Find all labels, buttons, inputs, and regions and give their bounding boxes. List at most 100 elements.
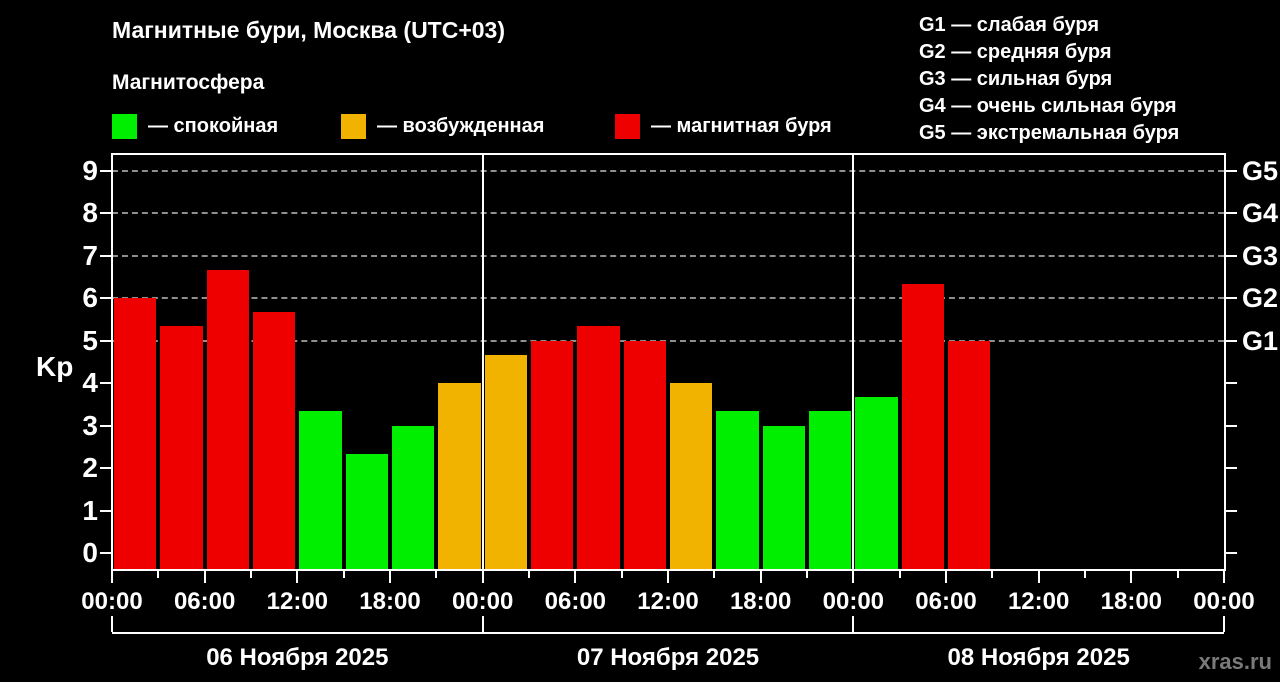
x-axis-tick [111,570,113,583]
x-axis-tick [203,570,206,583]
y-axis-tick [100,339,112,342]
kp-bar [531,340,574,569]
kp-bar [762,425,805,569]
y-axis-tick [100,382,112,384]
date-bracket-line [112,632,1224,634]
storm-scale-g1: G1 — слабая буря [919,14,1100,36]
x-time-label: 12:00 [637,588,699,615]
kp-bar [623,340,666,569]
y-axis-tick-label: 4 [82,367,98,398]
x-axis-tick [435,570,438,578]
right-axis-tick [1224,382,1237,384]
page-title: Магнитные бури, Москва (UTC+03) [112,17,506,43]
x-axis-tick [620,570,623,578]
y-axis-tick-label: 3 [82,409,98,441]
storm-scale-g5: G5 — экстремальная буря [919,122,1180,144]
chart-subtitle: Магнитосфера [112,71,265,94]
gridline-kp8 [112,212,1224,214]
x-axis-tick [667,570,669,583]
kp-bar [484,354,527,569]
y-axis-tick [100,169,112,172]
y-axis-tick-label: 8 [82,197,98,228]
y-axis-tick [100,552,112,554]
kp-bar [253,312,296,569]
x-time-label: 12:00 [266,588,329,615]
kp-bar [577,326,620,569]
kp-bar [855,397,898,569]
gridline-kp7 [112,254,1224,257]
x-time-label: 12:00 [1007,588,1070,615]
storm-scale-g3: G3 — сильная буря [919,68,1113,90]
kp-bar [809,411,852,569]
x-axis-tick [852,570,855,583]
right-axis-tick [1224,339,1237,342]
y-axis-tick [100,424,112,427]
date-label: 08 Ноября 2025 [947,644,1130,671]
day-separator [481,154,484,569]
gridline-kp5 [112,339,1224,342]
x-time-label: 00:00 [1193,588,1255,615]
right-axis-g-label: G5 [1242,155,1279,186]
right-axis-tick [1224,212,1237,214]
x-axis-tick [806,570,808,578]
y-axis-tick-label: 5 [82,324,98,356]
y-axis-tick-label: 9 [82,154,98,186]
gridline-kp9 [112,169,1224,172]
date-bracket-tick [1223,616,1225,632]
right-axis-g-label: G1 [1242,325,1279,356]
y-axis-tick [100,297,112,299]
right-axis-g-label: G3 [1242,240,1279,271]
x-axis-tick [296,570,299,583]
y-axis-tick-label: 0 [82,537,98,568]
date-bracket-tick [111,616,113,632]
right-axis-tick [1224,254,1237,257]
x-axis-tick [1176,570,1179,578]
kp-bar [948,340,991,569]
x-axis-tick [157,570,160,578]
x-axis-tick [250,570,252,578]
date-label: 06 Ноября 2025 [206,644,389,671]
x-axis-tick [713,570,716,578]
kp-bar [438,383,481,569]
right-axis-tick [1224,297,1237,299]
x-axis-tick [1084,570,1086,578]
y-axis-tick [100,212,112,214]
x-axis-tick [898,570,901,578]
right-axis-tick [1224,552,1237,554]
legend-label-storm: — магнитная буря [651,115,832,137]
gridline-kp6 [112,297,1224,299]
right-axis-g-label: G4 [1242,198,1279,228]
kp-bar [392,425,435,569]
legend-item-storm: — магнитная буря [615,114,832,139]
right-axis-tick [1224,467,1237,469]
x-time-label: 18:00 [729,588,792,615]
kp-bar [160,326,203,569]
x-time-label: 00:00 [822,588,885,615]
legend-item-excited: — возбужденная [341,114,544,139]
kp-bar [901,283,944,569]
x-axis-tick [991,570,994,578]
x-time-label: 18:00 [1100,588,1163,615]
x-time-label: 06:00 [544,588,607,615]
storm-scale-g4: G4 — очень сильная буря [919,95,1177,117]
quiet-color-swatch [112,114,137,139]
x-time-label: 06:00 [173,588,236,615]
legend-item-quiet: — спокойная [112,114,278,139]
legend-label-excited: — возбужденная [377,115,545,137]
x-time-label: 18:00 [359,588,421,615]
x-axis-tick [1037,570,1040,583]
y-axis-tick [100,254,112,257]
storm-scale-legend: G1 — слабая буря G2 — средняя буря G3 — … [919,12,1179,147]
right-axis-tick [1224,424,1237,427]
x-time-label: 06:00 [915,588,977,615]
y-axis-tick-label: 2 [82,452,98,483]
right-axis-tick [1224,509,1237,512]
storm-scale-g2: G2 — средняя буря [919,41,1112,63]
right-axis-g-label: G2 [1242,283,1279,313]
kp-bar [670,383,713,569]
y-axis-label: Kp [36,351,74,382]
x-axis-tick [342,570,345,578]
x-axis-tick [759,570,762,583]
x-axis-tick [481,570,484,583]
